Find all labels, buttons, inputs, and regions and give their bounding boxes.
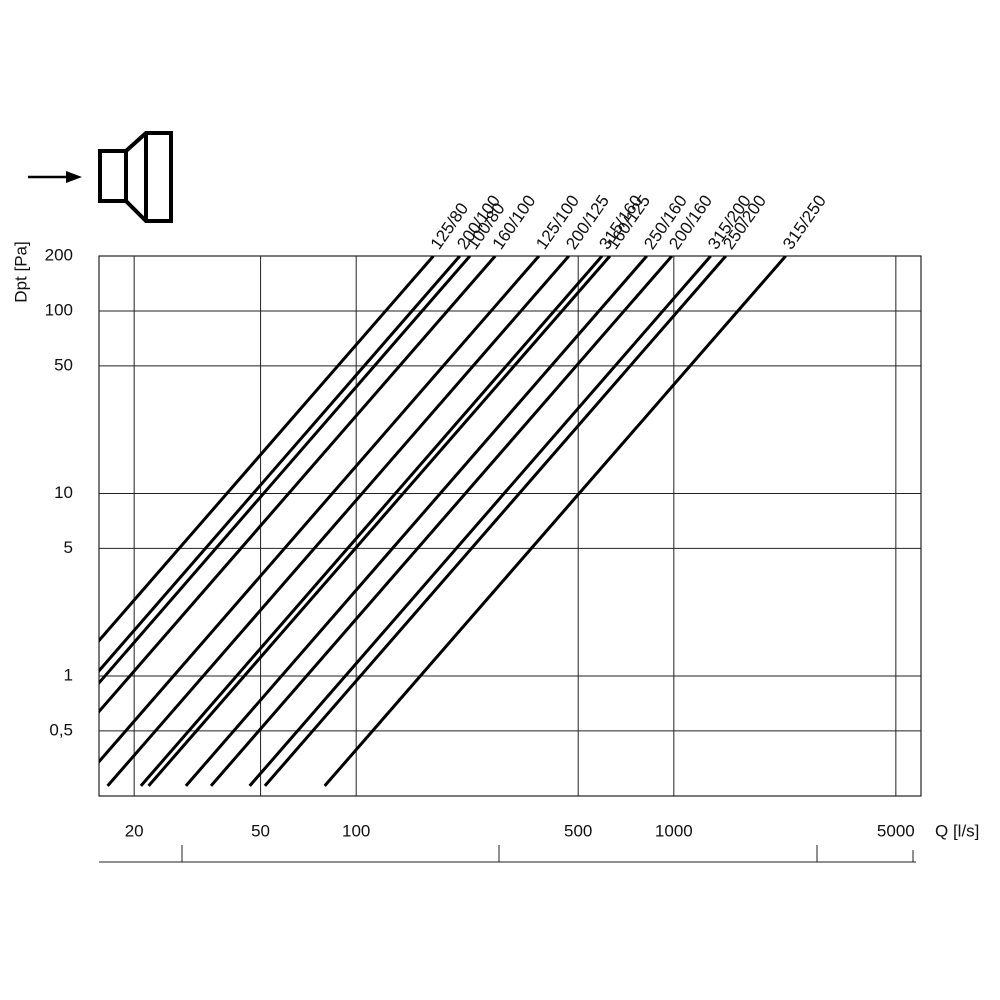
y-axis-label: Dpt [Pa] — [11, 241, 30, 302]
series-line — [139, 256, 604, 787]
secondary-scale — [99, 845, 916, 863]
plot-frame — [98, 255, 922, 797]
x-tick-label: 1000 — [655, 821, 693, 840]
y-tick-label: 100 — [45, 300, 73, 319]
series-line — [99, 256, 472, 686]
x-tick-label: 100 — [342, 821, 370, 840]
series-line — [99, 256, 541, 764]
series-line — [147, 256, 612, 787]
series-label: 315/250 — [779, 192, 830, 253]
x-tick-label: 5000 — [877, 821, 915, 840]
series-line — [99, 256, 461, 674]
x-tick-label: 500 — [564, 821, 592, 840]
series-line — [99, 256, 497, 714]
grid — [99, 255, 921, 796]
series-line — [99, 256, 435, 643]
series-line — [106, 256, 570, 787]
y-tick-label: 10 — [54, 483, 73, 502]
series-lines — [99, 256, 787, 787]
y-tick-label: 5 — [64, 538, 73, 557]
series-line — [263, 256, 727, 787]
series-line — [248, 256, 712, 787]
y-tick-label: 0,5 — [49, 720, 73, 739]
reducer-icon — [28, 131, 173, 223]
series-line — [209, 256, 674, 787]
y-tick-label: 1 — [64, 665, 73, 684]
series-line — [323, 256, 787, 787]
x-tick-label: 20 — [125, 821, 144, 840]
y-tick-label: 200 — [45, 245, 73, 264]
x-axis-label: Q [l/s] — [935, 821, 979, 840]
series-line — [184, 256, 648, 787]
x-tick-label: 50 — [251, 821, 270, 840]
y-tick-label: 50 — [54, 355, 73, 374]
